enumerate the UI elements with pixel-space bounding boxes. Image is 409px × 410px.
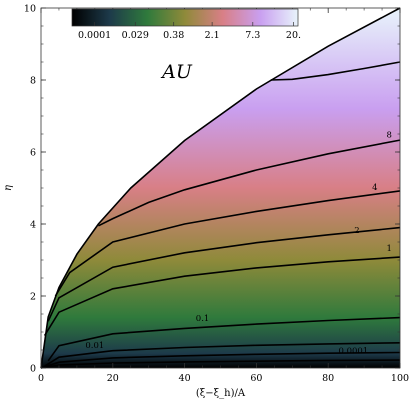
y-tick-label: 8 <box>30 76 36 87</box>
contour-label-7: 8 <box>387 131 392 141</box>
y-tick-label: 6 <box>30 148 36 159</box>
x-tick-label: 100 <box>391 373 409 384</box>
contour-line-1 <box>40 351 401 369</box>
contour-line-8 <box>270 61 401 81</box>
colorbar-tick-label: 0.0001 <box>78 30 111 41</box>
contour-label-6: 4 <box>372 183 377 193</box>
chart-title: AU <box>160 61 193 83</box>
x-axis-label: (ξ−ξ_h)/A <box>196 388 246 399</box>
colorbar-tick-label: 20. <box>286 30 301 41</box>
y-tick-label: 2 <box>30 292 36 303</box>
y-tick-label: 10 <box>24 4 36 15</box>
x-tick-label: 80 <box>322 373 334 384</box>
x-tick-label: 20 <box>107 373 119 384</box>
colorbar-tick-label: 0.38 <box>163 30 184 41</box>
contour-line-3 <box>47 316 401 362</box>
x-tick-label: 0 <box>38 373 44 384</box>
colorbar-tick-label: 0.029 <box>122 30 149 41</box>
contour-label-0: 0.0001 <box>338 347 368 357</box>
y-tick-label: 4 <box>30 220 36 231</box>
contour-label-3: 0.1 <box>196 314 210 324</box>
boundary-curve <box>40 7 401 369</box>
contour-line-4 <box>43 256 401 337</box>
contour-label-4: 1 <box>387 244 392 254</box>
axis-ticks: 0 20 40 60 80 100 0 2 4 6 8 10 <box>24 4 409 385</box>
colorbar-gradient <box>71 8 299 27</box>
heatmap-region <box>41 8 400 368</box>
contour-line-2 <box>44 342 401 367</box>
heatmap-field <box>41 8 400 368</box>
contour-line-0 <box>40 359 401 369</box>
contour-label-2: 0.01 <box>85 341 104 351</box>
contour-label-5: 2 <box>354 226 359 236</box>
contour-line-5 <box>47 226 401 322</box>
x-tick-label: 40 <box>179 373 191 384</box>
contour-line-6 <box>54 190 401 297</box>
colorbar-tick-label: 7.3 <box>245 30 260 41</box>
colorbar: 0.0001 0.029 0.38 2.1 7.3 20. <box>71 8 301 41</box>
y-tick-label: 0 <box>30 364 36 375</box>
x-tick-label: 60 <box>250 373 262 384</box>
contour-line-7 <box>98 139 401 227</box>
contour-lines: 0.0001 0.01 0.1 1 2 4 8 <box>40 7 401 369</box>
colorbar-tick-label: 2.1 <box>205 30 220 41</box>
y-axis-label: η <box>3 185 14 191</box>
